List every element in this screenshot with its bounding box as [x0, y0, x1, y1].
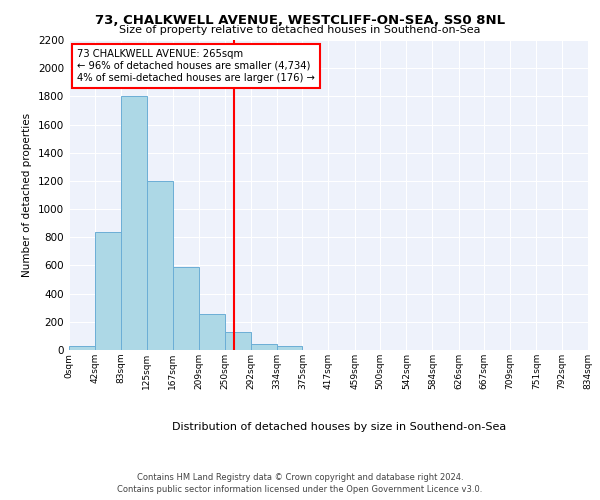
Bar — [251, 344, 277, 350]
Bar — [199, 314, 224, 350]
Text: 73 CHALKWELL AVENUE: 265sqm
← 96% of detached houses are smaller (4,734)
4% of s: 73 CHALKWELL AVENUE: 265sqm ← 96% of det… — [77, 50, 314, 82]
Text: 73, CHALKWELL AVENUE, WESTCLIFF-ON-SEA, SS0 8NL: 73, CHALKWELL AVENUE, WESTCLIFF-ON-SEA, … — [95, 14, 505, 27]
Text: Distribution of detached houses by size in Southend-on-Sea: Distribution of detached houses by size … — [172, 422, 506, 432]
Bar — [277, 346, 302, 350]
Bar — [224, 332, 251, 350]
Bar — [69, 346, 95, 350]
Text: Contains public sector information licensed under the Open Government Licence v3: Contains public sector information licen… — [118, 485, 482, 494]
Bar — [147, 181, 173, 350]
Bar — [121, 96, 147, 350]
Text: Size of property relative to detached houses in Southend-on-Sea: Size of property relative to detached ho… — [119, 25, 481, 35]
Y-axis label: Number of detached properties: Number of detached properties — [22, 113, 32, 277]
Text: Contains HM Land Registry data © Crown copyright and database right 2024.: Contains HM Land Registry data © Crown c… — [137, 472, 463, 482]
Bar — [95, 232, 121, 350]
Bar — [173, 267, 199, 350]
